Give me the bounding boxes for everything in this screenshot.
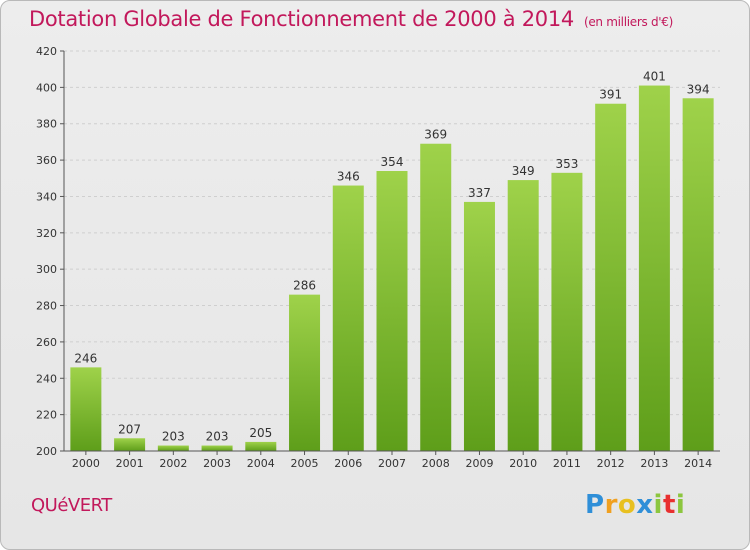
x-tick-label: 2005 bbox=[291, 457, 319, 470]
x-tick-label: 2007 bbox=[378, 457, 406, 470]
bars bbox=[70, 85, 714, 452]
bar bbox=[245, 441, 277, 451]
proxiti-logo: Proxiti bbox=[585, 490, 685, 520]
bar bbox=[682, 98, 714, 451]
y-tick-label: 320 bbox=[36, 227, 57, 240]
bar bbox=[551, 172, 583, 451]
logo-letter: i bbox=[675, 490, 686, 520]
data-label: 337 bbox=[468, 186, 491, 200]
place-name: QUéVERT bbox=[31, 495, 112, 516]
y-tick-label: 200 bbox=[36, 445, 57, 458]
bar bbox=[332, 185, 364, 451]
data-label: 207 bbox=[118, 422, 141, 436]
y-tick-label: 340 bbox=[36, 190, 57, 203]
y-tick-label: 220 bbox=[36, 409, 57, 422]
data-label: 391 bbox=[599, 88, 622, 102]
data-label: 353 bbox=[555, 157, 578, 171]
x-tick-label: 2014 bbox=[684, 457, 712, 470]
data-label: 246 bbox=[74, 351, 97, 365]
x-tick-label: 2013 bbox=[640, 457, 668, 470]
logo-letter: x bbox=[636, 490, 654, 520]
logo-letter: o bbox=[617, 490, 637, 520]
x-tick-label: 2008 bbox=[422, 457, 450, 470]
logo-letter: i bbox=[653, 490, 663, 520]
y-tick-label: 280 bbox=[36, 300, 57, 313]
bar bbox=[114, 438, 146, 451]
bar bbox=[638, 85, 670, 451]
data-label: 349 bbox=[512, 164, 535, 178]
data-label: 286 bbox=[293, 279, 316, 293]
bar bbox=[595, 103, 627, 452]
y-tick-label: 400 bbox=[36, 81, 57, 94]
value-labels: 246 207 203 203 205 286 346 354 369 337 349 353 391 4… bbox=[74, 70, 709, 444]
y-tick-label: 260 bbox=[36, 336, 57, 349]
chart-subtitle: (en milliers d'€) bbox=[583, 15, 673, 29]
x-tick-label: 2006 bbox=[334, 457, 362, 470]
data-label: 205 bbox=[249, 426, 272, 440]
x-tick-label: 2009 bbox=[465, 457, 493, 470]
y-tick-label: 360 bbox=[36, 154, 57, 167]
bar bbox=[289, 294, 321, 451]
bar bbox=[201, 445, 233, 451]
data-label: 369 bbox=[424, 128, 447, 142]
data-label: 203 bbox=[162, 430, 185, 444]
data-label: 354 bbox=[381, 155, 404, 169]
data-label: 203 bbox=[206, 430, 229, 444]
bar bbox=[507, 180, 539, 451]
x-tick-label: 2010 bbox=[509, 457, 537, 470]
x-tick-label: 2004 bbox=[247, 457, 275, 470]
y-tick-label: 240 bbox=[36, 372, 57, 385]
logo-letter: P bbox=[585, 490, 605, 520]
x-tick-label: 2003 bbox=[203, 457, 231, 470]
data-label: 401 bbox=[643, 70, 666, 84]
logo-letter: t bbox=[662, 490, 676, 520]
x-tick-label: 2001 bbox=[116, 457, 144, 470]
data-label: 394 bbox=[687, 82, 710, 96]
bar bbox=[70, 367, 102, 451]
chart-title-text: Dotation Globale de Fonctionnement de 20… bbox=[29, 7, 574, 31]
y-tick-label: 380 bbox=[36, 118, 57, 131]
x-tick-label: 2002 bbox=[159, 457, 187, 470]
bar bbox=[157, 445, 189, 451]
y-tick-label: 300 bbox=[36, 263, 57, 276]
logo-letter: r bbox=[604, 490, 618, 520]
bar bbox=[420, 143, 452, 451]
axes: 200 220 240 260 280 300 320 340 360 380 400 420 2000… bbox=[36, 45, 720, 470]
x-tick-label: 2012 bbox=[597, 457, 625, 470]
bar bbox=[376, 171, 408, 451]
data-label: 346 bbox=[337, 170, 360, 184]
y-tick-label: 420 bbox=[36, 45, 57, 58]
chart-title: Dotation Globale de Fonctionnement de 20… bbox=[29, 7, 673, 31]
bar bbox=[463, 201, 495, 451]
x-tick-label: 2011 bbox=[553, 457, 581, 470]
x-tick-label: 2000 bbox=[72, 457, 100, 470]
